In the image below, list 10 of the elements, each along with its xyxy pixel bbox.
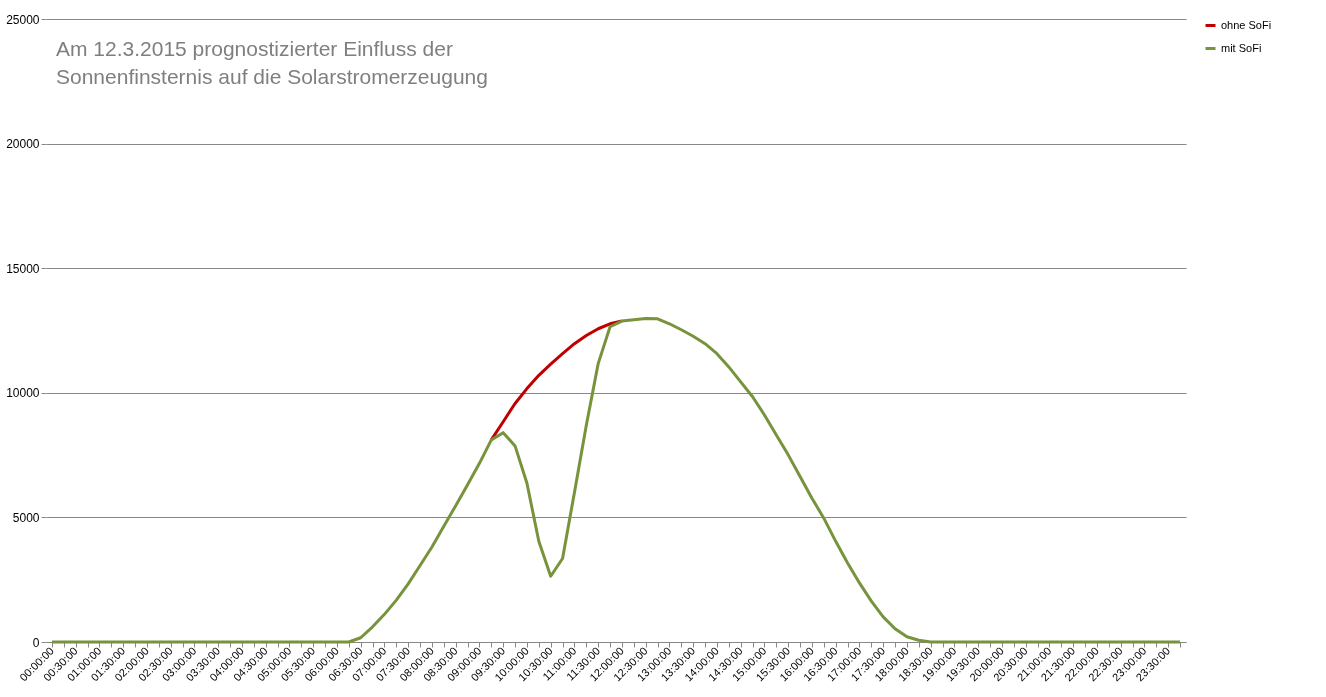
- y-tick-label: 20000: [6, 137, 40, 152]
- y-tick-label: 0: [32, 635, 40, 650]
- text: Am 12.3.2015 prognostizierter Einfluss der Sonnenfinsternis auf die Solarstromerzeugung: [56, 37, 488, 88]
- legend-label: mit SoFi: [1221, 41, 1262, 54]
- y-tick-label: 15000: [6, 261, 40, 276]
- legend-label: ohne SoFi: [1221, 18, 1272, 31]
- y-tick-label: 10000: [6, 386, 40, 401]
- line-series: [50, 317, 1182, 644]
- y-tick-label: 5000: [12, 510, 40, 525]
- y-tick-label: 25000: [6, 12, 40, 27]
